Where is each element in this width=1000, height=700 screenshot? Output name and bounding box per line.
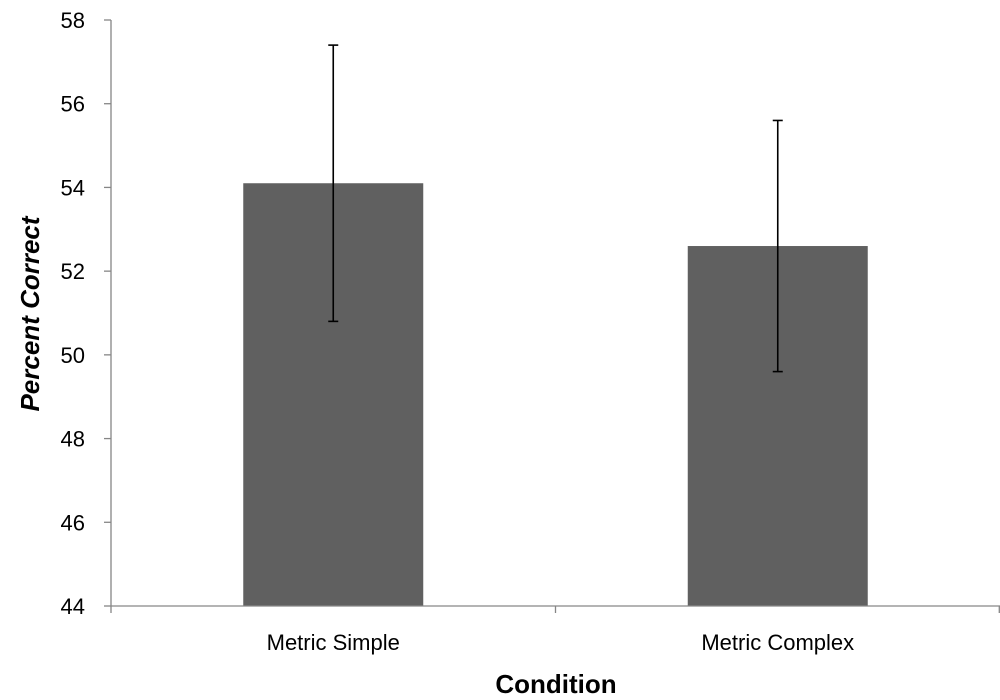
y-axis-title: Percent Correct xyxy=(15,215,45,411)
y-tick-label: 46 xyxy=(61,510,85,535)
y-tick-label: 56 xyxy=(61,92,85,117)
x-axis-title: Condition xyxy=(495,669,616,699)
y-tick-label: 54 xyxy=(61,175,85,200)
error-bars-layer xyxy=(328,44,783,373)
labels-layer: Metric Simple Metric Complex 44 46 48 50 52 54 5… xyxy=(61,8,855,655)
y-tick-label: 52 xyxy=(61,259,85,284)
x-tick-label: Metric Simple xyxy=(267,630,400,655)
error-bar-metric-simple xyxy=(328,44,339,323)
bars-layer xyxy=(243,183,868,606)
y-tick-label: 50 xyxy=(61,343,85,368)
x-tick-label: Metric Complex xyxy=(701,630,854,655)
error-bar-metric-complex xyxy=(772,119,783,373)
y-tick-label: 48 xyxy=(61,427,85,452)
y-tick-label: 58 xyxy=(61,8,85,33)
axes-layer xyxy=(104,19,1000,613)
y-tick-label: 44 xyxy=(61,594,85,619)
